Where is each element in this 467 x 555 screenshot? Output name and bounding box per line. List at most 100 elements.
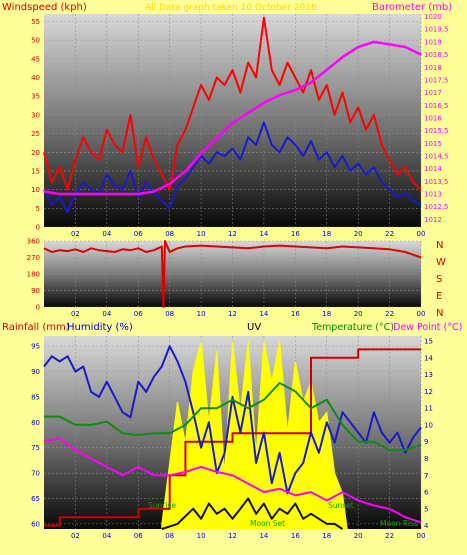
lower-ytick-right: 9: [424, 438, 428, 446]
wind-ytick-right: 1019,5: [424, 26, 449, 34]
lower-ytick-right: 14: [424, 354, 433, 362]
wind-xtick: 10: [197, 230, 206, 238]
moon-rise-label: Moon Rise: [380, 519, 419, 528]
lower-xtick: 06: [134, 532, 143, 540]
direction-xtick: 14: [259, 310, 268, 318]
series-rainfall-mm-line: [44, 348, 421, 527]
direction-xtick: 06: [134, 310, 143, 318]
compass-label: N: [436, 240, 443, 251]
series-temperature-c-line: [44, 382, 422, 452]
wind-ytick-right: 1013: [424, 191, 442, 199]
lower-ytick-right: 13: [424, 371, 433, 379]
wind-ytick-left: 35: [31, 93, 40, 101]
moon-set-label: Moon Set: [250, 519, 285, 528]
wind-ytick-right: 1014,5: [424, 153, 449, 161]
lower-xtick: 08: [165, 532, 174, 540]
direction-xtick: 18: [322, 310, 331, 318]
lower-xtick: 02: [71, 532, 80, 540]
wind-ytick-right: 1015: [424, 140, 442, 148]
lower-xtick: 12: [228, 532, 237, 540]
wind-ytick-right: 1014: [424, 165, 442, 173]
wind-left-title: Windspeed (kph): [2, 2, 87, 13]
direction-ytick-left: 180: [27, 271, 40, 279]
direction-xtick: 02: [71, 310, 80, 318]
dewpoint-title: Dew Point (°C): [393, 322, 462, 333]
series-humidity-line: [43, 345, 422, 495]
lower-ytick-left: 85: [31, 393, 40, 401]
compass-label: S: [436, 274, 442, 285]
wind-ytick-right: 1017: [424, 89, 442, 97]
lower-ytick-left: 90: [31, 368, 40, 376]
series-windspeed-kph-line: [43, 16, 422, 191]
direction-ytick-left: 270: [27, 254, 40, 262]
temperature-title: Temperature (°C): [311, 322, 394, 333]
lower-ytick-right: 7: [424, 472, 428, 480]
wind-xtick: 04: [102, 230, 111, 238]
direction-xtick: 22: [385, 310, 394, 318]
wind-ytick-right: 1012: [424, 216, 442, 224]
wind-ytick-left: 20: [31, 149, 40, 157]
wind-xtick: 08: [165, 230, 174, 238]
wind-xtick: 06: [134, 230, 143, 238]
compass-label: W: [436, 257, 446, 268]
lower-ytick-right: 6: [424, 489, 429, 497]
wind-ytick-left: 15: [31, 167, 40, 175]
lower-ytick-right: 15: [424, 338, 433, 346]
wind-xtick: 16: [291, 230, 300, 238]
sunset-label: Sunset: [328, 501, 354, 510]
lower-xtick: 18: [322, 532, 331, 540]
wind-ytick-right: 1018: [424, 64, 442, 72]
direction-xtick: 08: [165, 310, 174, 318]
wind-ytick-right: 1013,5: [424, 178, 449, 186]
lower-xtick: 16: [291, 532, 300, 540]
wind-ytick-left: 45: [31, 55, 40, 63]
series-solarline: [161, 497, 344, 530]
lower-ytick-left: 95: [31, 343, 40, 351]
direction-ytick-left: 90: [31, 287, 40, 295]
barometer-title: Barometer (mb): [372, 2, 452, 13]
wind-xtick: 12: [228, 230, 237, 238]
rainfall-title: Rainfall (mm): [2, 322, 70, 333]
lower-xtick: 04: [102, 532, 111, 540]
series-average-windline: [43, 121, 422, 214]
direction-xtick: 20: [354, 310, 363, 318]
series-dew-point-c-line: [43, 437, 422, 524]
lower-xtick: 22: [385, 532, 394, 540]
lower-ytick-right: 12: [424, 388, 433, 396]
wind-xtick: 20: [354, 230, 363, 238]
direction-xtick: 16: [291, 310, 300, 318]
sunrise-label: Sunrise: [148, 501, 176, 510]
humidity-title: Humidity (%): [67, 322, 133, 333]
lower-xtick: 00: [417, 532, 426, 540]
lower-ytick-right: 11: [424, 405, 433, 413]
wind-ytick-right: 1012,5: [424, 203, 449, 211]
wind-ytick-left: 50: [31, 37, 40, 45]
lower-ytick-left: 65: [31, 495, 40, 503]
wind-ytick-left: 55: [31, 18, 40, 26]
direction-xtick: 00: [417, 310, 426, 318]
direction-ytick-left: 0: [36, 304, 40, 312]
direction-xtick: 10: [197, 310, 206, 318]
wind-ytick-right: 1016: [424, 114, 442, 122]
compass-label: E: [436, 291, 442, 302]
wind-ytick-left: 40: [31, 74, 40, 82]
lower-xtick: 10: [197, 532, 206, 540]
lower-ytick-left: 80: [31, 419, 40, 427]
lower-ytick-right: 5: [424, 505, 428, 513]
wind-xtick: 02: [71, 230, 80, 238]
direction-xtick: 04: [102, 310, 111, 318]
lower-ytick-right: 10: [424, 421, 433, 429]
wind-ytick-right: 1020: [424, 13, 442, 21]
wind-ytick-right: 1018,5: [424, 51, 449, 59]
series-wind-directionline: [43, 240, 422, 308]
lower-ytick-left: 60: [31, 520, 40, 528]
wind-xtick: 00: [417, 230, 426, 238]
lower-ytick-left: 75: [31, 444, 40, 452]
compass-label: N: [436, 308, 443, 319]
uv-title: UV: [247, 322, 261, 333]
wind-ytick-right: 1017,5: [424, 76, 449, 84]
wind-ytick-left: 25: [31, 130, 40, 138]
wind-ytick-left: 30: [31, 111, 40, 119]
wind-xtick: 22: [385, 230, 394, 238]
